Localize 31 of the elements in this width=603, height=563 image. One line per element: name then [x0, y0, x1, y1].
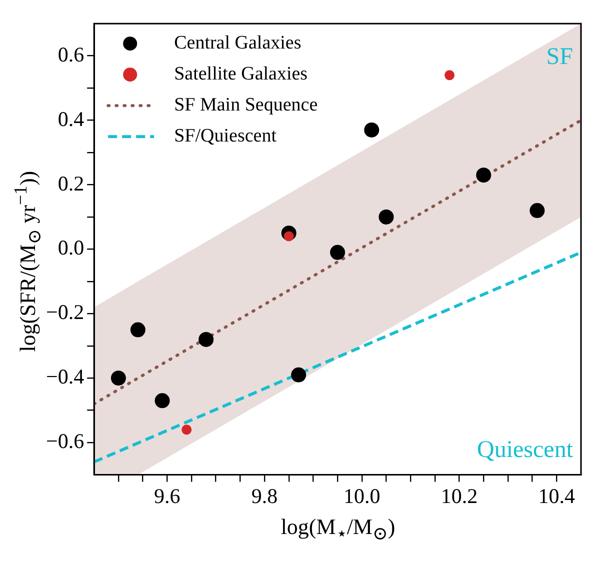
- y-tick-label: −0.4: [46, 364, 85, 389]
- legend-label: Central Galaxies: [174, 32, 302, 54]
- point: [530, 203, 545, 218]
- point: [476, 168, 492, 183]
- y-tick-label: 0.4: [58, 106, 85, 131]
- y-tick-label: −0.6: [46, 429, 84, 454]
- point: [291, 367, 306, 382]
- point: [154, 393, 170, 408]
- x-tick-label: 10.2: [440, 484, 478, 508]
- point: [110, 370, 126, 386]
- annotation: Quiescent: [477, 437, 574, 464]
- point: [182, 424, 192, 435]
- point: [364, 122, 380, 138]
- x-tick-label: 9.8: [251, 484, 278, 508]
- y-tick-label: 0.0: [58, 236, 84, 260]
- x-tick-label: 10.4: [538, 484, 576, 508]
- point: [130, 322, 146, 338]
- x-tick-label: 10.0: [344, 484, 380, 508]
- legend-label: SF Main Sequence: [174, 94, 318, 116]
- y-tick-label: −0.2: [46, 300, 84, 324]
- x-axis-title: log(M$_{⋆}$/M$_{⊙}$): [280, 514, 396, 544]
- point: [198, 332, 214, 347]
- point: [378, 209, 394, 224]
- x-tick-label: 9.6: [154, 484, 180, 508]
- y-tick-label: 0.2: [58, 171, 84, 196]
- annotation: SF: [546, 44, 573, 70]
- point: [330, 244, 346, 260]
- legend-label: Satellite Galaxies: [174, 64, 308, 85]
- point: [444, 70, 455, 80]
- y-tick-label: 0.6: [58, 42, 84, 66]
- legend-label: SF/Quiescent: [174, 126, 278, 147]
